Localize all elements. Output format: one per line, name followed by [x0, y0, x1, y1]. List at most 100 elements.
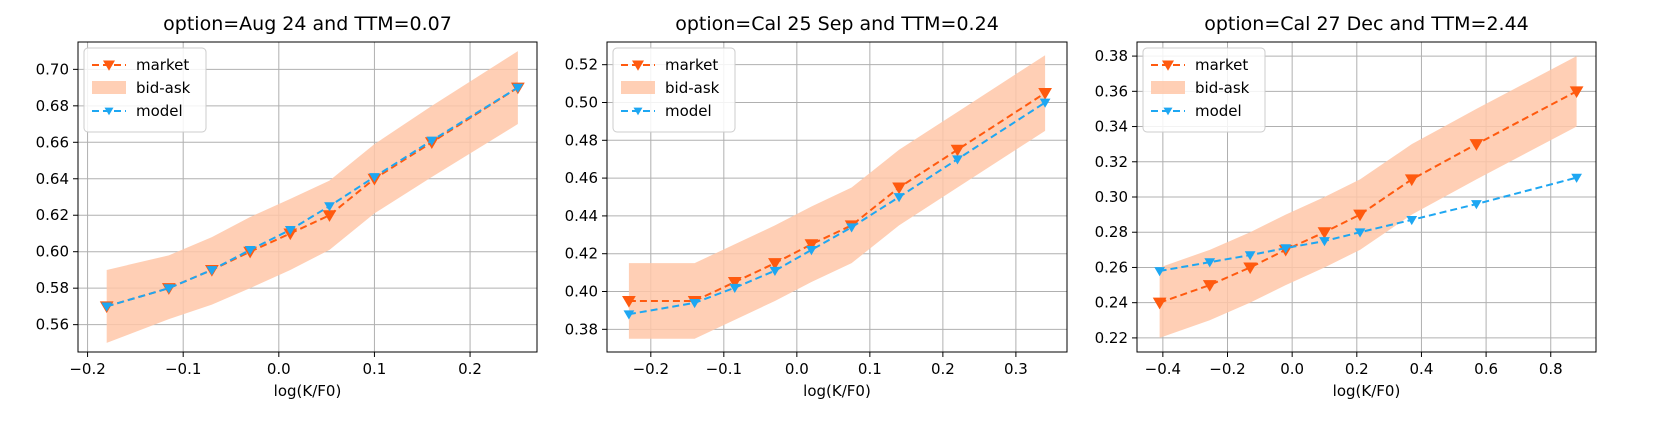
model-point — [689, 298, 700, 309]
market-point — [727, 277, 742, 289]
market-line — [628, 92, 1046, 302]
x-tick-label: 0.2 — [458, 360, 482, 378]
model-point — [952, 155, 963, 165]
y-tick-label: 0.22 — [1095, 329, 1128, 347]
y-tick-label: 0.28 — [1095, 223, 1128, 241]
model-point — [369, 173, 380, 183]
legend-band-label: bid-ask — [665, 79, 720, 97]
model-point — [623, 310, 635, 320]
market-point — [1202, 280, 1217, 292]
legend-band-swatch — [621, 81, 655, 94]
x-tick-label: 0.6 — [1474, 360, 1498, 378]
legend-market-marker — [1162, 60, 1174, 71]
legend-market-label: market — [136, 56, 189, 74]
y-tick-label: 0.32 — [1095, 153, 1128, 171]
y-tick-label: 0.24 — [1095, 294, 1128, 312]
y-tick-label: 0.26 — [1095, 258, 1128, 276]
bid-ask-band — [1159, 56, 1577, 338]
x-tick-label: −0.1 — [706, 360, 742, 378]
x-axis-label: log(K/F0) — [274, 382, 342, 400]
y-tick-label: 0.44 — [565, 207, 598, 225]
y-tick-label: 0.46 — [565, 169, 598, 187]
x-axis-label: log(K/F0) — [803, 382, 871, 400]
y-tick-label: 0.60 — [36, 243, 69, 261]
legend-market-marker — [632, 60, 644, 71]
x-tick-label: 0.1 — [858, 360, 882, 378]
model-point — [284, 225, 296, 236]
legend: market bid-ask model — [612, 47, 736, 133]
market-point — [1152, 297, 1167, 310]
x-tick-label: −0.2 — [1209, 360, 1245, 378]
model-point — [324, 202, 335, 212]
x-tick-label: 0.0 — [267, 360, 291, 378]
x-tick-label: 0.8 — [1539, 360, 1563, 378]
model-point — [244, 246, 256, 256]
market-point — [1353, 209, 1367, 222]
y-tick-label: 0.56 — [36, 316, 69, 334]
model-point — [426, 136, 438, 146]
model-point — [1244, 251, 1256, 261]
model-point — [893, 193, 905, 203]
market-point — [804, 239, 819, 251]
chart-title: option=Cal 25 Sep and TTM=0.24 — [675, 13, 999, 35]
legend-market-marker — [103, 60, 115, 71]
y-tick-label: 0.48 — [565, 131, 598, 149]
y-tick-label: 0.42 — [565, 245, 598, 263]
chart-title: option=Cal 27 Dec and TTM=2.44 — [1204, 13, 1529, 35]
market-point — [1569, 86, 1584, 99]
model-point — [806, 246, 817, 256]
subplot-3: −0.4 −0.2 0.0 0.2 0.4 0.6 0.8 0.22 0.24 0.26 0.28 0… — [1095, 13, 1597, 400]
subplot-2: −0.2 −0.1 0.0 0.1 0.2 0.3 0.38 0.40 0.42 0.44 0.46… — [565, 13, 1068, 400]
y-tick-label: 0.34 — [1095, 118, 1128, 136]
x-tick-label: −0.1 — [165, 360, 201, 378]
y-tick-label: 0.68 — [36, 97, 69, 115]
y-tick-label: 0.38 — [565, 320, 598, 338]
x-tick-label: 0.3 — [1004, 360, 1028, 378]
model-point — [101, 302, 113, 312]
x-tick-label: 0.0 — [785, 360, 809, 378]
x-tick-label: 0.2 — [931, 360, 955, 378]
market-point — [950, 144, 965, 157]
chart-title: option=Aug 24 and TTM=0.07 — [163, 13, 452, 35]
x-tick-label: −0.2 — [633, 360, 669, 378]
x-tick-label: 0.1 — [363, 360, 387, 378]
plot-frame — [77, 41, 538, 353]
model-point — [769, 266, 781, 276]
y-tick-label: 0.58 — [36, 279, 69, 297]
x-tick-label: 0.0 — [1280, 360, 1304, 378]
y-tick-label: 0.36 — [1095, 82, 1128, 100]
x-tick-label: 0.4 — [1410, 360, 1434, 378]
legend-model-marker — [104, 107, 114, 116]
market-point — [1469, 139, 1484, 151]
y-tick-label: 0.40 — [565, 283, 598, 301]
legend-market-label: market — [1195, 56, 1248, 74]
market-point — [892, 182, 906, 195]
model-point — [206, 266, 218, 276]
legend-band-label: bid-ask — [1195, 79, 1250, 97]
y-tick-label: 0.52 — [565, 56, 598, 74]
legend-model-label: model — [665, 102, 712, 120]
model-line — [628, 101, 1046, 316]
model-point — [846, 223, 857, 233]
y-tick-label: 0.70 — [36, 60, 69, 78]
x-tick-label: 0.2 — [1345, 360, 1369, 378]
y-tick-label: 0.50 — [565, 93, 598, 111]
model-point — [1154, 267, 1166, 277]
market-point — [622, 295, 636, 308]
y-tick-label: 0.38 — [1095, 47, 1128, 65]
model-point — [1204, 258, 1216, 268]
model-point — [1406, 216, 1418, 226]
model-point — [1280, 244, 1292, 254]
legend-band-swatch — [92, 81, 126, 94]
model-point — [512, 83, 524, 93]
market-point — [1317, 227, 1332, 239]
market-point — [1038, 88, 1052, 100]
y-tick-label: 0.62 — [36, 206, 69, 224]
legend-model-label: model — [1195, 102, 1242, 120]
legend-market-label: market — [665, 56, 718, 74]
x-axis-label: log(K/F0) — [1333, 382, 1401, 400]
model-point — [1319, 237, 1330, 247]
plot-frame — [606, 41, 1068, 353]
legend: market bid-ask model — [1142, 47, 1266, 133]
